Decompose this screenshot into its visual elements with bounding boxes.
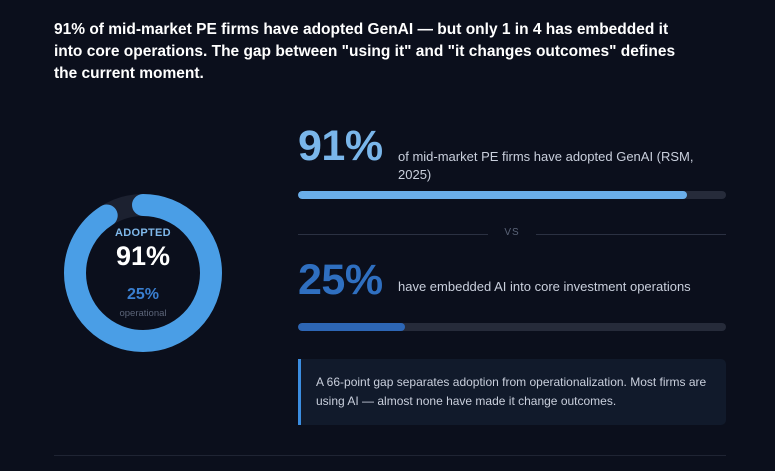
stat-embedded-value: 25% xyxy=(298,256,383,304)
adoption-donut-chart: ADOPTED 91% 25% operational xyxy=(63,193,223,353)
donut-adopted-label: ADOPTED xyxy=(115,227,171,239)
stat-adopted: 91% of mid-market PE firms have adopted … xyxy=(298,120,726,200)
embedded-progress-bar xyxy=(298,323,726,331)
donut-ring xyxy=(64,194,222,352)
vs-line-right xyxy=(536,234,726,235)
stat-embedded-description: have embedded AI into core investment op… xyxy=(398,279,691,294)
adopted-progress-bar xyxy=(298,191,726,199)
vs-line-left xyxy=(298,234,488,235)
stat-adopted-value: 91% xyxy=(298,122,383,170)
bottom-divider xyxy=(54,455,726,456)
adopted-progress-fill xyxy=(298,191,688,199)
stat-embedded: 25% have embedded AI into core investmen… xyxy=(298,254,726,334)
embedded-progress-fill xyxy=(298,323,405,331)
callout-text: A 66-point gap separates adoption from o… xyxy=(316,375,707,408)
vs-divider: VS xyxy=(298,227,726,241)
donut-adopted-value: 91% xyxy=(115,241,171,271)
stat-adopted-description: of mid-market PE firms have adopted GenA… xyxy=(398,149,694,182)
gap-callout: A 66-point gap separates adoption from o… xyxy=(298,359,726,425)
vs-label: VS xyxy=(504,227,520,238)
headline: 91% of mid-market PE firms have adopted … xyxy=(54,21,676,82)
donut-operational-value: 25% xyxy=(126,286,160,303)
donut-adopted-arc xyxy=(64,194,222,352)
donut-operational-label: operational xyxy=(119,308,167,319)
donut-center: ADOPTED 91% 25% operational xyxy=(63,193,223,353)
